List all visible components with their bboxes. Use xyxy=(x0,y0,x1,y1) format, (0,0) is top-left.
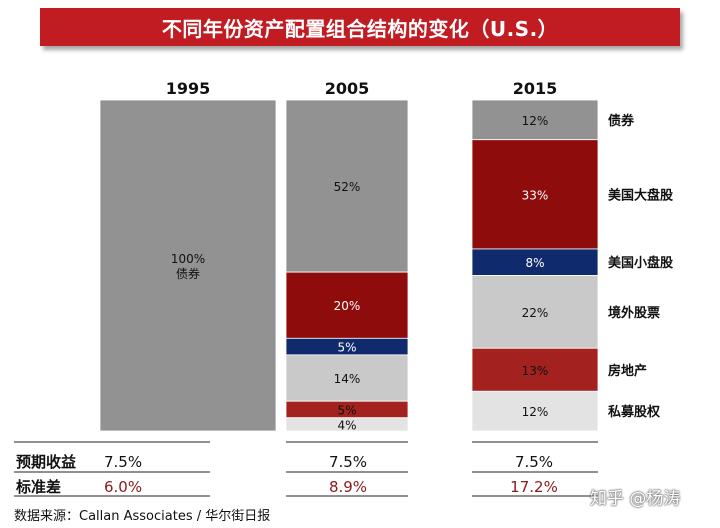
category-label-2005: 2005 xyxy=(325,79,370,98)
metric-value-1-2: 17.2% xyxy=(510,478,558,496)
metric-label-0: 预期收益 xyxy=(16,453,76,471)
metric-label-1: 标准差 xyxy=(15,478,61,496)
data-label-2015-5: 12% xyxy=(522,405,549,419)
legend-label-1: 美国大盘股 xyxy=(608,187,673,203)
watermark: 知乎 @杨涛 xyxy=(590,489,681,509)
data-label-2015-4: 13% xyxy=(522,364,549,378)
data-label-2015-3: 22% xyxy=(522,306,549,320)
category-label-2015: 2015 xyxy=(513,79,558,98)
data-label-2005-0: 52% xyxy=(334,180,361,194)
data-label-2015-0: 12% xyxy=(522,114,549,128)
data-label-1995-0-0: 100% xyxy=(171,252,205,266)
metric-value-1-0: 6.0% xyxy=(104,478,142,496)
data-label-2015-1: 33% xyxy=(522,188,549,202)
metric-value-1-1: 8.9% xyxy=(329,478,367,496)
bar-segment-2015-1 xyxy=(471,139,599,250)
data-label-2005-2: 5% xyxy=(337,341,356,355)
data-label-2005-1: 20% xyxy=(334,299,361,313)
chart-title: 不同年份资产配置组合结构的变化（U.S.） xyxy=(40,8,680,46)
bar-segment-2005-0 xyxy=(285,99,409,273)
legend-label-5: 私募股权 xyxy=(608,404,661,420)
data-label-2005-4: 5% xyxy=(337,403,356,417)
legend-label-4: 房地产 xyxy=(608,363,647,379)
category-label-1995: 1995 xyxy=(166,79,211,98)
data-label-2005-5: 4% xyxy=(337,418,356,432)
data-label-2005-3: 14% xyxy=(334,372,361,386)
bar-segment-2015-5 xyxy=(471,390,599,432)
bar-segment-1995-0 xyxy=(99,99,277,432)
data-label-2015-2: 8% xyxy=(525,256,544,270)
bar-segment-2005-5 xyxy=(285,417,409,432)
legend-label-3: 境外股票 xyxy=(608,305,660,321)
bar-segment-2015-4 xyxy=(471,347,599,392)
metric-value-0-2: 7.5% xyxy=(515,453,553,471)
legend-label-0: 债券 xyxy=(608,113,635,129)
data-label-1995-0-1: 债券 xyxy=(176,266,200,281)
data-source: 数据来源：Callan Associates / 华尔街日报 xyxy=(14,509,271,524)
bar-segment-2005-1 xyxy=(285,271,409,339)
metric-value-0-0: 7.5% xyxy=(104,453,142,471)
metric-value-0-1: 7.5% xyxy=(329,453,367,471)
bar-segment-2015-3 xyxy=(471,275,599,349)
legend-label-2: 美国小盘股 xyxy=(608,255,673,271)
